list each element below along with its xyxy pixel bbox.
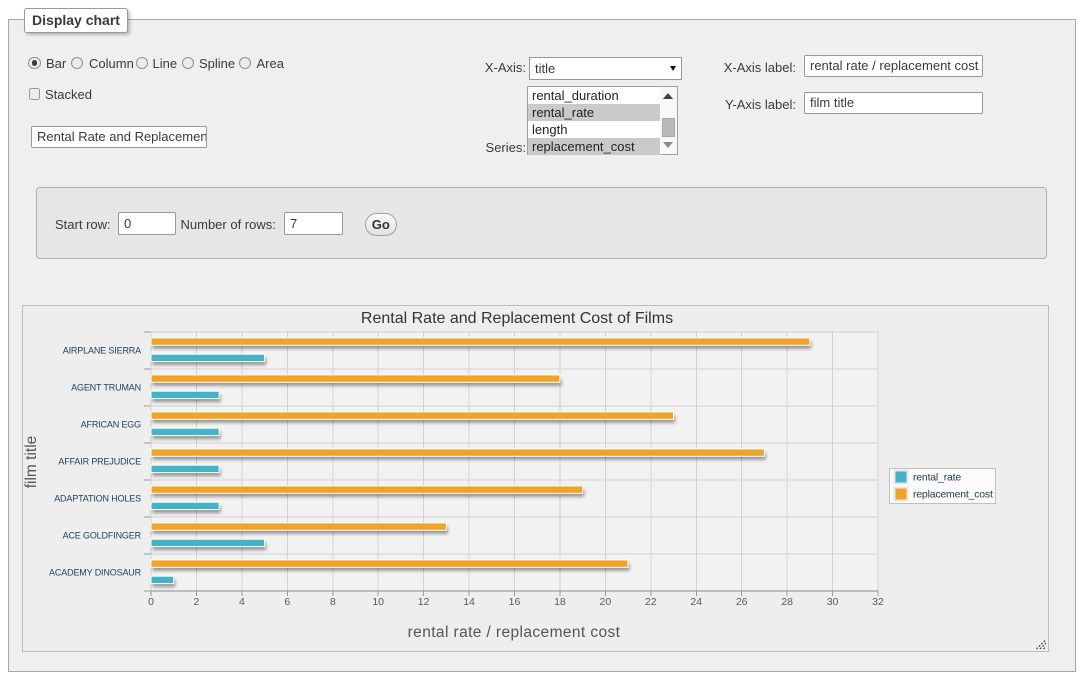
- svg-text:rental rate / replacement cost: rental rate / replacement cost: [408, 624, 621, 641]
- svg-text:ACE GOLDFINGER: ACE GOLDFINGER: [63, 531, 142, 541]
- svg-text:Rental Rate and Replacement Co: Rental Rate and Replacement Cost of Film…: [361, 310, 673, 327]
- svg-text:8: 8: [330, 596, 336, 608]
- svg-text:0: 0: [148, 596, 154, 608]
- svg-text:rental_rate: rental_rate: [913, 472, 961, 484]
- svg-text:film title: film title: [23, 436, 40, 489]
- svg-text:18: 18: [554, 596, 566, 608]
- svg-text:14: 14: [463, 596, 475, 608]
- svg-text:AFFAIR PREJUDICE: AFFAIR PREJUDICE: [58, 457, 141, 467]
- svg-text:10: 10: [372, 596, 384, 608]
- svg-text:20: 20: [600, 596, 612, 608]
- svg-text:22: 22: [645, 596, 657, 608]
- svg-text:AIRPLANE SIERRA: AIRPLANE SIERRA: [63, 346, 141, 356]
- svg-text:2: 2: [194, 596, 200, 608]
- svg-text:24: 24: [690, 596, 702, 608]
- svg-text:replacement_cost: replacement_cost: [913, 489, 993, 501]
- svg-text:AFRICAN EGG: AFRICAN EGG: [81, 420, 142, 430]
- svg-text:30: 30: [827, 596, 839, 608]
- svg-text:16: 16: [509, 596, 521, 608]
- svg-text:ADAPTATION HOLES: ADAPTATION HOLES: [54, 494, 141, 504]
- svg-text:4: 4: [239, 596, 245, 608]
- svg-text:ACADEMY DINOSAUR: ACADEMY DINOSAUR: [49, 568, 142, 578]
- svg-text:12: 12: [418, 596, 430, 608]
- svg-text:6: 6: [284, 596, 290, 608]
- svg-text:AGENT TRUMAN: AGENT TRUMAN: [71, 383, 141, 393]
- svg-text:32: 32: [872, 596, 884, 608]
- svg-text:28: 28: [781, 596, 793, 608]
- svg-text:26: 26: [736, 596, 748, 608]
